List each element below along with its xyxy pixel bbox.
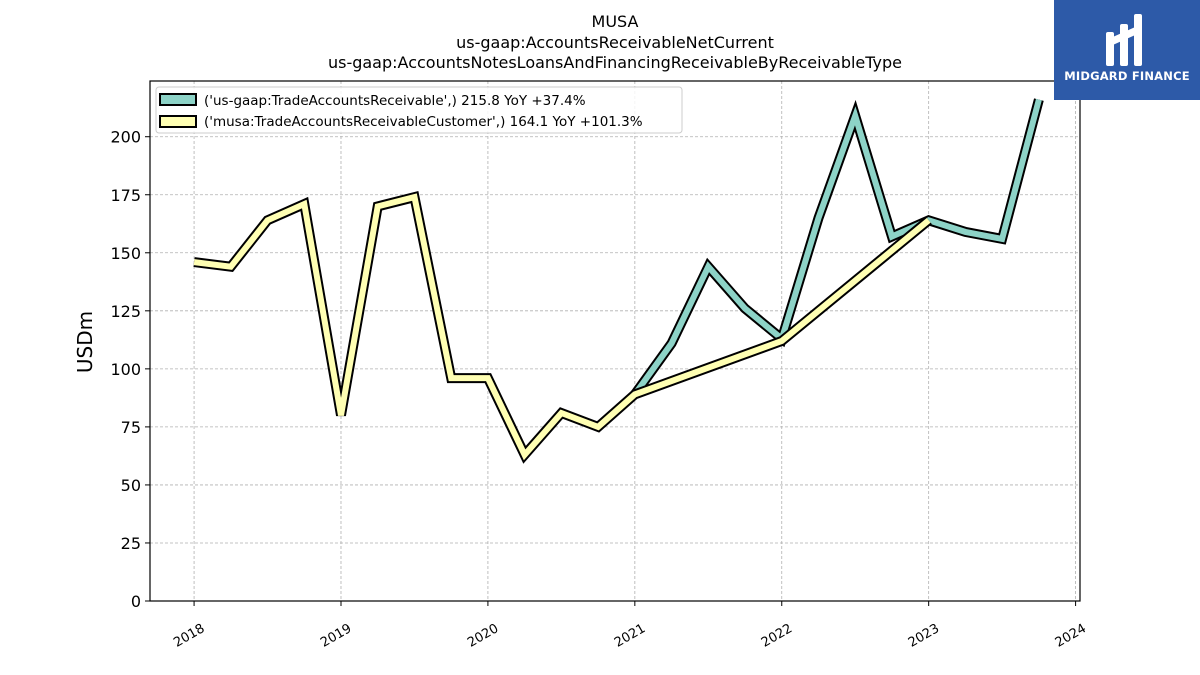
- series-outline-0: [630, 98, 1044, 398]
- midgard-finance-logo: MIDGARD FINANCE: [1054, 0, 1200, 100]
- y-tick-label: 0: [131, 592, 141, 611]
- brand-name: MIDGARD FINANCE: [1064, 69, 1190, 83]
- legend-swatch-trade-accounts-receivable-customer: [159, 115, 197, 128]
- y-tick-label: 75: [121, 418, 141, 437]
- legend-label-trade-accounts-receivable: ('us-gaap:TradeAccountsReceivable',) 215…: [204, 93, 586, 109]
- chart-title-line-1: MUSA: [592, 12, 639, 31]
- y-tick-label: 50: [121, 476, 141, 495]
- y-tick-label: 125: [110, 302, 141, 321]
- series-line-1: [193, 193, 931, 461]
- grid: [150, 81, 1080, 602]
- y-axis-ticks: 0 25 50 75 100 125 150 175 200: [110, 128, 150, 611]
- x-tick-label: 2020: [465, 621, 501, 651]
- x-tick-label: 2023: [906, 621, 942, 651]
- x-axis-ticks: 2018 2019 2020 2021 2022 2023 2024: [171, 601, 1089, 651]
- series-lines: [193, 98, 1044, 464]
- x-tick-label: 2021: [612, 621, 648, 651]
- y-tick-label: 150: [110, 244, 141, 263]
- x-tick-label: 2019: [318, 621, 354, 651]
- chart-title-line-3: us-gaap:AccountsNotesLoansAndFinancingRe…: [328, 53, 902, 72]
- y-axis-label: USDm: [73, 311, 97, 373]
- legend-label-trade-accounts-receivable-customer: ('musa:TradeAccountsReceivableCustomer',…: [204, 114, 643, 130]
- legend-swatch-trade-accounts-receivable: [159, 93, 197, 106]
- x-tick-label: 2022: [759, 621, 795, 651]
- y-tick-label: 200: [110, 128, 141, 147]
- series-line-0: [632, 98, 1042, 397]
- plot-frame: [149, 80, 1081, 602]
- x-tick-label: 2018: [171, 621, 207, 651]
- y-tick-label: 175: [110, 186, 141, 205]
- y-tick-label: 25: [121, 534, 141, 553]
- midgard-logo-mark-icon: [1106, 14, 1142, 66]
- x-tick-label: 2024: [1053, 621, 1089, 651]
- legend-box: [155, 86, 683, 134]
- y-tick-label: 100: [110, 360, 141, 379]
- chart-title-line-2: us-gaap:AccountsReceivableNetCurrent: [456, 33, 774, 52]
- legend: ('us-gaap:TradeAccountsReceivable',) 215…: [155, 86, 683, 134]
